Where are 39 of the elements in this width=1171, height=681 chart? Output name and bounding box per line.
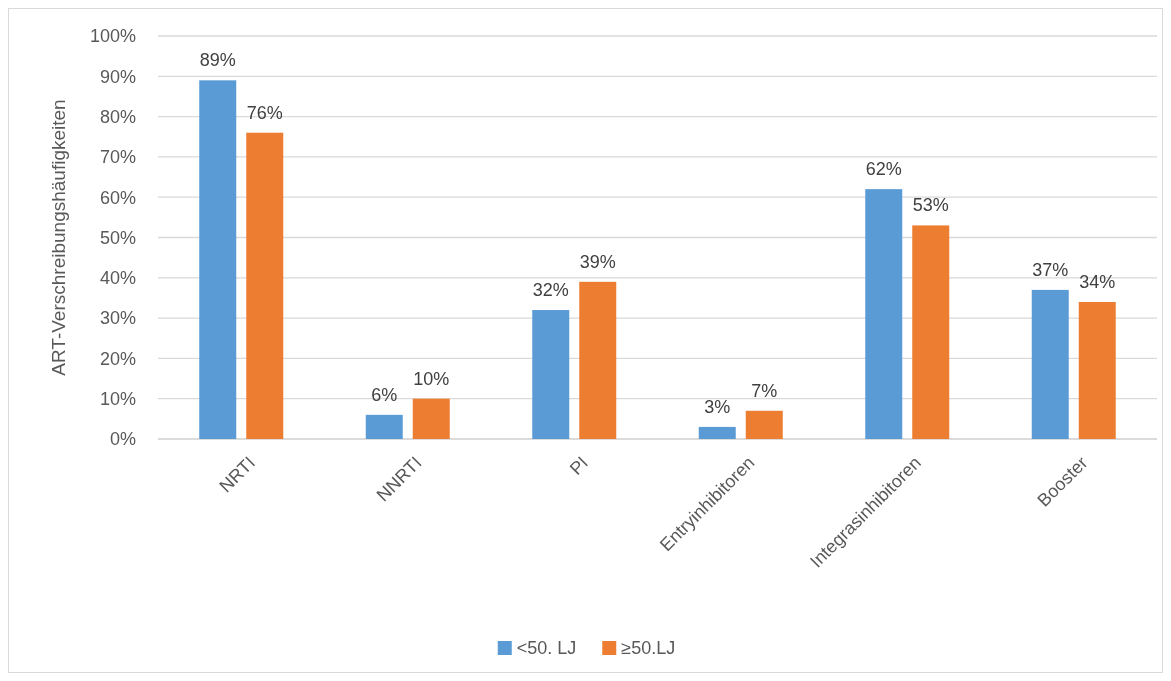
y-tick-label: 60%: [99, 187, 136, 208]
data-label: 62%: [865, 159, 902, 180]
y-tick-label: 20%: [99, 348, 136, 369]
y-tick-label: 40%: [99, 268, 136, 289]
data-label: 39%: [579, 251, 616, 272]
bar: [579, 281, 617, 439]
data-label: 37%: [1032, 259, 1069, 280]
bar: [1031, 289, 1069, 439]
bar: [912, 225, 950, 439]
y-tick-label: 70%: [99, 147, 136, 168]
y-axis-title: ART-Verschreibungshäufigkeiten: [48, 99, 69, 376]
bar: [1078, 301, 1116, 439]
y-tick-label: 100%: [89, 26, 136, 47]
data-label: 6%: [371, 384, 398, 405]
bar: [698, 426, 736, 439]
bar: [745, 410, 783, 439]
y-tick-label: 80%: [99, 106, 136, 127]
legend-label: <50. LJ: [516, 638, 577, 659]
data-label: 7%: [751, 380, 778, 401]
data-label: 34%: [1079, 271, 1116, 292]
data-label: 89%: [199, 50, 236, 71]
data-label: 32%: [532, 280, 569, 301]
y-tick-label: 50%: [99, 227, 136, 248]
bar: [865, 189, 903, 439]
bar: [365, 414, 403, 439]
data-label: 53%: [912, 195, 949, 216]
data-label: 76%: [246, 102, 283, 123]
legend-label: ≥50.LJ: [621, 638, 676, 659]
y-tick-label: 0%: [109, 429, 136, 450]
bar: [246, 132, 284, 439]
y-tick-label: 10%: [99, 389, 136, 409]
y-tick-label: 90%: [99, 66, 136, 87]
data-label: 10%: [413, 368, 450, 389]
x-tick-label: PI: [565, 452, 592, 479]
bar: [412, 398, 450, 439]
data-label: 3%: [704, 396, 731, 417]
bar: [199, 80, 237, 439]
y-tick-label: 30%: [99, 308, 136, 329]
bar: [532, 310, 570, 439]
